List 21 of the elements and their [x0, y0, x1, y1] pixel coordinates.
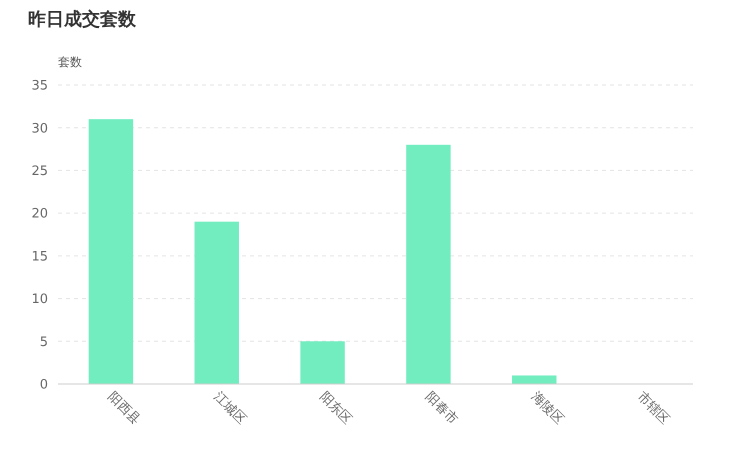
x-tick-label: 海陵区	[528, 389, 566, 428]
y-tick-label: 15	[31, 249, 48, 264]
y-tick-label: 0	[40, 378, 48, 393]
y-axis-title: 套数	[58, 55, 82, 69]
chart-title: 昨日成交套数	[28, 9, 137, 30]
x-tick-label: 阳西县	[104, 389, 144, 428]
bar	[406, 144, 451, 384]
y-tick-label: 5	[40, 334, 48, 350]
y-tick-label: 30	[31, 121, 48, 136]
y-tick-label: 10	[31, 292, 48, 308]
x-tick-label: 阳东区	[316, 389, 355, 428]
x-tick-label: 江城区	[210, 389, 249, 428]
y-tick-label: 20	[31, 206, 48, 222]
y-tick-label: 25	[31, 164, 48, 179]
x-tick-label: 市辖区	[634, 389, 672, 428]
y-tick-label: 35	[31, 78, 48, 94]
bar	[300, 341, 345, 384]
bar	[88, 119, 134, 384]
bar	[194, 222, 239, 384]
x-tick-label: 阳春市	[422, 389, 461, 428]
bar	[512, 375, 556, 384]
